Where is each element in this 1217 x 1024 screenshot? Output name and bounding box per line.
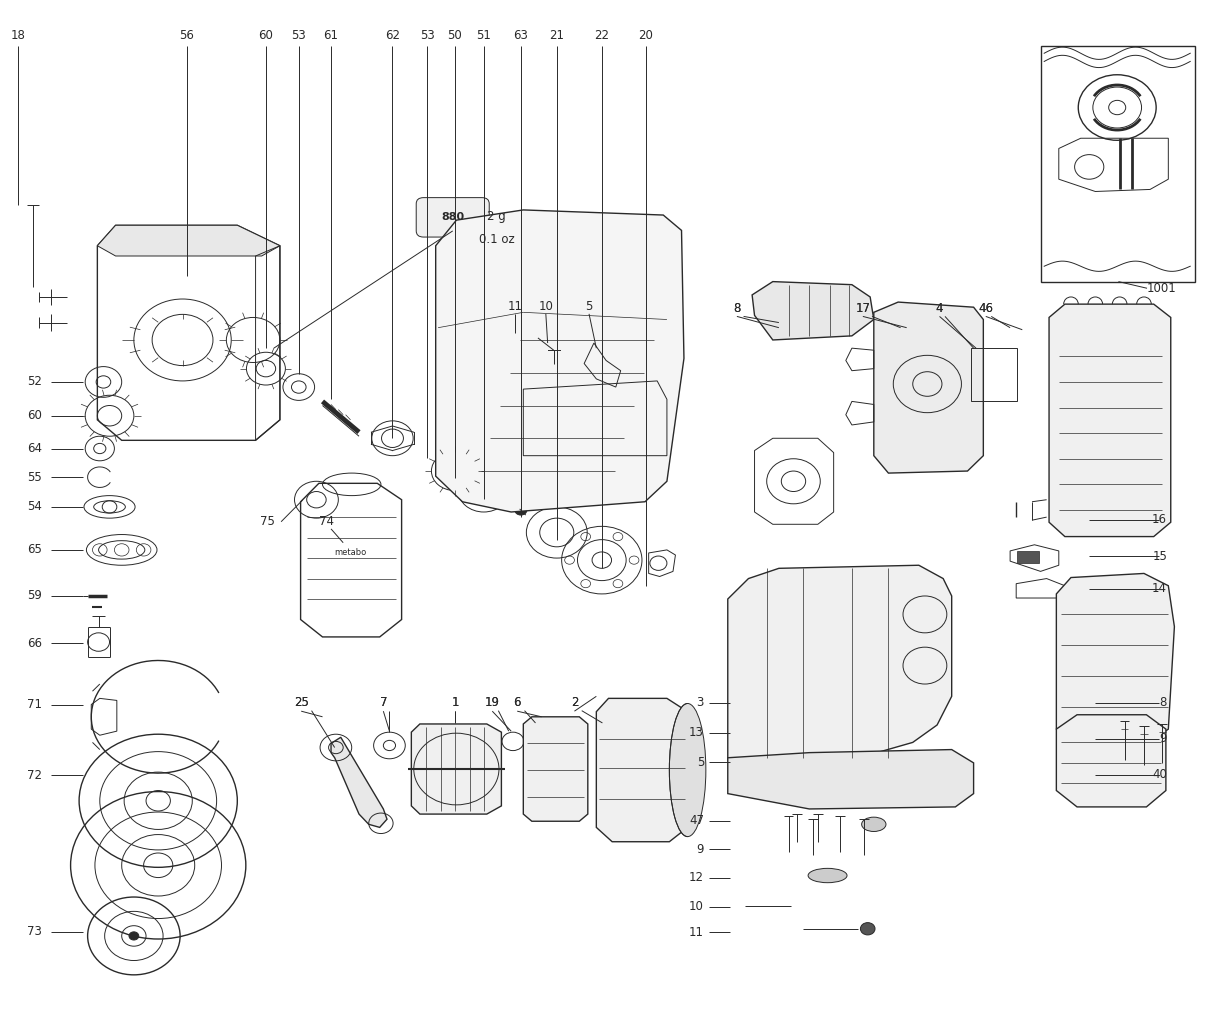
Polygon shape <box>97 225 280 256</box>
Text: 56: 56 <box>179 30 195 42</box>
Text: 0.1 oz: 0.1 oz <box>478 232 515 246</box>
Text: 59: 59 <box>27 590 43 602</box>
Text: 54: 54 <box>27 501 43 513</box>
FancyBboxPatch shape <box>416 198 489 238</box>
Polygon shape <box>1049 304 1171 537</box>
Text: 8: 8 <box>1160 696 1167 710</box>
Text: 9: 9 <box>696 843 703 856</box>
Text: 13: 13 <box>689 726 703 739</box>
Text: 8: 8 <box>733 302 741 315</box>
Text: 2: 2 <box>571 696 578 710</box>
Text: 17: 17 <box>856 302 870 315</box>
Text: 66: 66 <box>27 637 43 649</box>
Circle shape <box>129 932 139 940</box>
Text: 62: 62 <box>385 30 400 42</box>
Text: 8: 8 <box>733 302 741 315</box>
Text: 61: 61 <box>324 30 338 42</box>
Polygon shape <box>1056 573 1174 750</box>
Polygon shape <box>436 210 684 512</box>
Polygon shape <box>523 717 588 821</box>
Text: 53: 53 <box>420 30 434 42</box>
Bar <box>971 348 1017 401</box>
Text: 50: 50 <box>447 30 462 42</box>
Text: 9: 9 <box>1160 732 1167 745</box>
Text: 17: 17 <box>856 302 870 315</box>
Text: 55: 55 <box>27 471 43 483</box>
Bar <box>1017 551 1039 563</box>
Polygon shape <box>331 737 387 827</box>
Polygon shape <box>752 282 874 340</box>
Text: 53: 53 <box>291 30 307 42</box>
Text: 25: 25 <box>293 696 309 710</box>
Text: 19: 19 <box>484 696 500 710</box>
Text: 15: 15 <box>1152 550 1167 562</box>
Text: 46: 46 <box>978 302 993 315</box>
Text: 4: 4 <box>936 302 943 315</box>
Polygon shape <box>874 302 983 473</box>
Text: 64: 64 <box>27 442 43 455</box>
Text: 11: 11 <box>689 926 703 939</box>
Text: 6: 6 <box>514 696 521 710</box>
Circle shape <box>515 505 527 515</box>
Text: 4: 4 <box>936 302 943 315</box>
Text: 20: 20 <box>638 30 654 42</box>
Text: 60: 60 <box>27 410 43 422</box>
Text: 74: 74 <box>319 515 333 528</box>
Text: 11: 11 <box>507 300 523 312</box>
Text: 52: 52 <box>27 376 43 388</box>
Text: 75: 75 <box>260 515 275 528</box>
Text: 2 g: 2 g <box>487 210 506 223</box>
Polygon shape <box>728 565 952 766</box>
Text: 19: 19 <box>484 696 500 710</box>
Ellipse shape <box>862 817 886 831</box>
Text: metabo: metabo <box>335 549 366 557</box>
Text: 1001: 1001 <box>1146 282 1177 295</box>
Text: 14: 14 <box>1152 583 1167 595</box>
Text: 16: 16 <box>1152 513 1167 526</box>
Text: 5: 5 <box>585 300 593 312</box>
Text: 18: 18 <box>10 30 26 42</box>
Text: 46: 46 <box>978 302 993 315</box>
Text: 880: 880 <box>441 212 465 222</box>
Text: 1: 1 <box>452 696 459 710</box>
Circle shape <box>860 923 875 935</box>
Text: 63: 63 <box>514 30 528 42</box>
Text: 6: 6 <box>514 696 521 710</box>
Text: 12: 12 <box>689 871 703 884</box>
Text: 21: 21 <box>549 30 565 42</box>
Text: 10: 10 <box>538 300 554 312</box>
Text: 22: 22 <box>594 30 610 42</box>
Text: 51: 51 <box>476 30 492 42</box>
Text: 73: 73 <box>27 926 43 938</box>
Polygon shape <box>596 698 688 842</box>
Text: 2: 2 <box>571 696 578 710</box>
Text: 65: 65 <box>27 544 43 556</box>
Text: 71: 71 <box>27 698 43 711</box>
Text: 60: 60 <box>258 30 274 42</box>
Polygon shape <box>1056 715 1166 807</box>
Text: 5: 5 <box>696 756 703 769</box>
Text: 47: 47 <box>689 814 703 827</box>
Text: 72: 72 <box>27 769 43 781</box>
Ellipse shape <box>808 868 847 883</box>
Text: 3: 3 <box>696 696 703 710</box>
Bar <box>1042 46 1195 282</box>
Text: 25: 25 <box>293 696 309 710</box>
Text: 7: 7 <box>380 696 387 710</box>
Text: 1: 1 <box>452 696 459 710</box>
Polygon shape <box>728 750 974 809</box>
Text: 10: 10 <box>689 900 703 913</box>
Text: 40: 40 <box>1152 768 1167 781</box>
Ellipse shape <box>669 703 706 837</box>
Text: 7: 7 <box>380 696 387 710</box>
Polygon shape <box>411 724 501 814</box>
